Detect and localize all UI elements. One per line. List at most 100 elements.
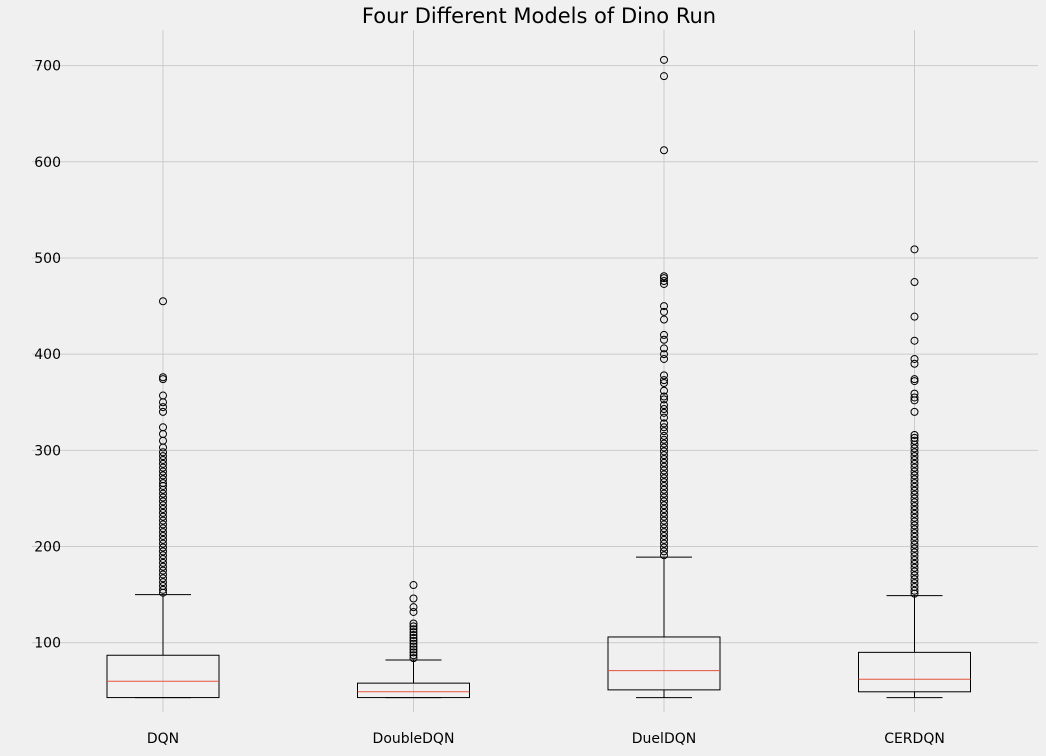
outlier-point [159,558,167,567]
outlier-point [159,531,167,540]
outlier-point [159,551,167,560]
outlier-point [660,302,668,311]
y-tick-label: 300 [34,443,61,459]
outlier-point [910,494,919,503]
y-tick-label: 400 [34,347,61,363]
outlier-point [910,452,919,461]
outlier-point [910,502,919,511]
outlier-point [159,570,167,579]
outlier-point [660,408,668,417]
outlier-point [910,509,919,518]
outlier-point [910,407,919,416]
outlier-point [159,555,167,564]
y-tick-label: 100 [34,636,61,652]
outlier-point [660,330,668,339]
outlier-point [660,395,668,404]
outlier-point [660,404,668,413]
outlier-point [159,512,167,521]
outlier-point [159,297,167,306]
outlier-point [159,493,167,502]
outlier-point [159,485,167,494]
box-group-cerdqn [858,245,971,699]
outlier-point [660,466,668,475]
outlier-point [910,529,919,538]
outlier-point [910,589,919,598]
box-group-dqn [106,297,220,699]
outlier-point [159,398,167,407]
outlier-point [409,651,418,660]
outlier-point [159,566,167,575]
outlier-point [910,486,919,495]
outlier-point [660,481,668,490]
outlier-point [910,490,919,499]
outlier-point [159,443,167,452]
outlier-point [910,440,919,449]
outlier-point [910,436,919,445]
x-tick-label: DoubleDQN [373,731,455,747]
outlier-point [159,471,167,480]
outlier-point [910,444,919,453]
outlier-point [660,386,668,395]
outlier-point [660,401,668,410]
outlier-point [660,277,668,286]
outlier-point [660,392,668,401]
outlier-point [910,359,919,368]
outlier-point [910,471,919,480]
outlier-point [159,481,167,490]
outlier-point [910,278,919,287]
outlier-point [409,642,418,651]
outlier-point [660,55,668,64]
outlier-point [910,559,919,568]
iqr-box [357,682,470,699]
outlier-point [409,648,418,657]
outlier-point [159,535,167,544]
outlier-point [910,463,919,472]
outlier-point [660,543,668,552]
outlier-point [159,539,167,548]
outlier-point [660,501,668,510]
outlier-point [409,603,418,612]
grid-layer [32,30,1038,712]
x-tick-label: DQN [147,731,179,747]
outlier-point [910,544,919,553]
outlier-point [910,571,919,580]
outlier-point [159,407,167,416]
outlier-point [159,489,167,498]
outlier-point [660,462,668,471]
outlier-point [409,645,418,654]
iqr-box [106,654,220,699]
outlier-point [660,379,668,388]
outlier-point [660,146,668,155]
outlier-point [159,574,167,583]
outlier-point [159,375,167,384]
outlier-point [910,498,919,507]
box-group-dueldqn [607,55,721,699]
outlier-point [660,520,668,529]
outlier-point [159,528,167,537]
outlier-point [159,455,167,464]
outlier-point [660,371,668,380]
outlier-point [159,463,167,472]
outlier-point [159,588,167,597]
outlier-point [660,72,668,81]
outlier-point [910,312,919,321]
outlier-point [159,452,167,461]
outlier-point [660,451,668,460]
outlier-point [660,524,668,533]
outlier-point [159,467,167,476]
outlier-point [910,393,919,402]
outlier-point [910,586,919,595]
outlier-point [409,619,418,628]
chart-title: Four Different Models of Dino Run [362,4,716,28]
outlier-point [910,556,919,565]
outlier-point [159,585,167,594]
outlier-point [660,413,668,422]
outlier-point [910,377,919,386]
y-tick-label: 600 [34,155,61,171]
outlier-point [910,459,919,468]
outlier-point [660,354,668,363]
outlier-point [409,625,418,634]
box-group-doubledqn [357,581,470,699]
outlier-point [910,517,919,526]
